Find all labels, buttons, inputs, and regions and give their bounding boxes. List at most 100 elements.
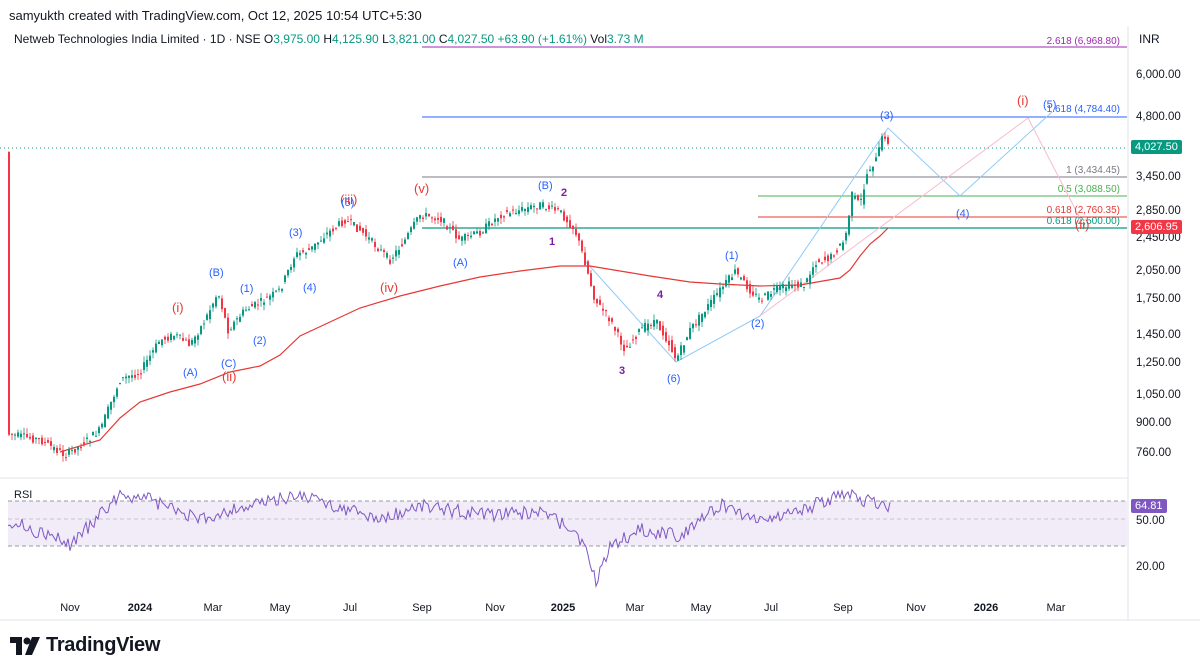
fib-label: 2.618 (6,968.80) [1047,36,1120,47]
candle-body [293,258,295,268]
candle-body [44,442,46,443]
candle-body [551,205,553,207]
candle-body [758,297,760,300]
candle-body [563,211,565,221]
candle-body [317,242,319,245]
time-axis: Nov 2024 Mar May Jul Sep Nov 2025 Mar May Jul Sep No… [60,602,1066,614]
candle-body [119,383,121,385]
candle-body [200,326,202,335]
candle-body [188,339,190,347]
time-axis-label: Nov [906,602,926,614]
candle-body [587,261,589,274]
candle-body [386,253,388,258]
candle-body [62,450,64,456]
symbol-legend[interactable]: Netweb Technologies India Limited · 1D ·… [14,32,644,46]
candle-body [530,205,532,209]
candle-body [314,243,316,250]
candle-body [350,219,352,221]
candle-body [116,388,118,397]
candle-body [734,269,736,274]
candle-body [326,232,328,235]
candle-body [263,302,265,305]
candle-body [608,317,610,322]
candle-body [785,287,787,292]
candle-body [752,291,754,296]
candle-body [239,316,241,322]
time-axis-label: 2026 [974,602,998,614]
candle-body [260,298,262,301]
candle-body [695,324,697,326]
fib-lines [0,46,1127,229]
time-axis-label: May [691,602,712,614]
price-axis-label: 3,450.00 [1136,171,1181,183]
candle-body [353,222,355,226]
candle-body [623,344,625,352]
candle-body [797,281,799,288]
price-axis-label: 2,450.00 [1136,232,1181,244]
candle-body [266,296,268,298]
candle-body [275,290,277,292]
candle-body [689,327,691,339]
candle-body [776,285,778,292]
candle-body [761,300,763,302]
candle-body [272,291,274,298]
candle-body [149,355,151,361]
candle-body [365,229,367,237]
time-axis-label: Sep [412,602,432,614]
candle-body [680,345,682,356]
candle-body [431,217,433,219]
candle-body [581,240,583,252]
candle-body [374,242,376,247]
candle-body [743,276,745,281]
wave-label: (ii) [222,369,236,384]
wave-label: (4) [956,208,969,220]
candle-body [95,435,97,437]
candle-body [863,189,865,205]
candlesticks [8,132,889,462]
candle-body [527,207,529,213]
wave-label: (i) [1017,93,1029,108]
tradingview-logo[interactable]: TradingView [10,634,160,657]
candle-body [395,250,397,257]
candle-body [230,329,232,331]
candle-body [287,270,289,276]
price-axis-label: 900.00 [1136,417,1171,429]
wave-label: (i) [172,300,184,315]
candle-body [218,296,220,298]
candle-body [629,346,631,348]
fib-label: 0.618 (2,500.00) [1047,216,1120,227]
candle-body [446,226,448,230]
candle-body [383,250,385,252]
candle-body [281,288,283,291]
candle-body [848,215,850,235]
candle-body [254,301,256,308]
currency-label[interactable]: INR [1139,32,1160,46]
candle-body [554,207,556,211]
candle-body [692,323,694,329]
candle-body [470,235,472,238]
candle-body [779,285,781,290]
candle-body [806,278,808,282]
candle-body [593,285,595,300]
candle-body [56,447,58,453]
candle-body [170,333,172,340]
candle-body [344,220,346,224]
ma-price-tag: 2,606.95 [1131,220,1182,234]
candle-body [449,227,451,229]
time-axis-label: Mar [626,602,645,614]
price-axis-label: 6,000.00 [1136,69,1181,81]
candle-body [104,414,106,428]
candle-body [209,310,211,320]
candle-body [614,327,616,331]
candle-body [371,238,373,241]
candle-body [26,434,28,438]
candle-body [92,431,94,436]
candle-body [503,216,505,218]
close-value: 4,027.50 [447,32,495,46]
candle-body [716,293,718,296]
candle-body [473,231,475,234]
candle-body [620,335,622,345]
time-axis-label: Jul [764,602,778,614]
candle-body [746,280,748,290]
